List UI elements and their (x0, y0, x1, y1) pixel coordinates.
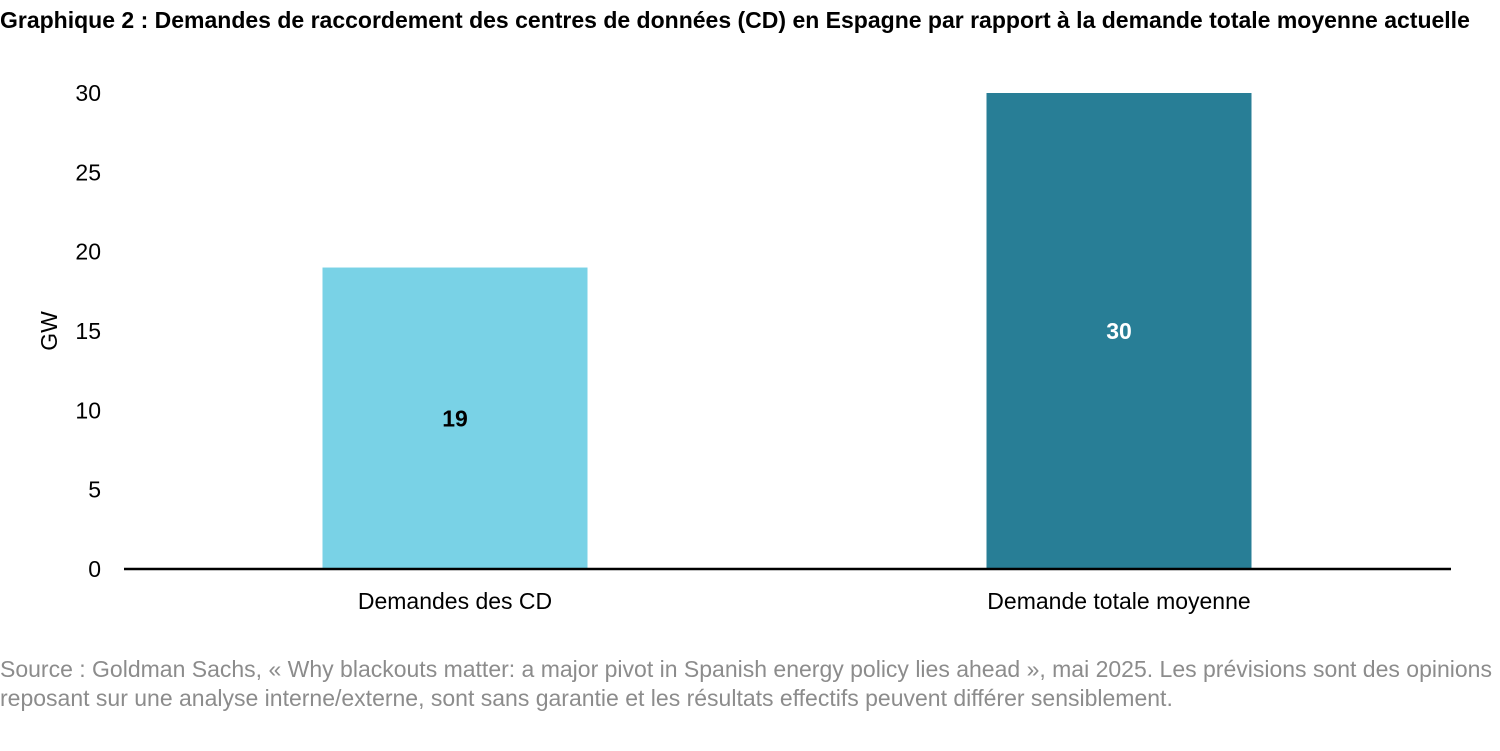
chart-title: Graphique 2 : Demandes de raccordement d… (0, 7, 1470, 33)
x-tick-label: Demandes des CD (358, 588, 552, 614)
y-axis-label: GW (36, 311, 62, 351)
y-tick-label: 5 (88, 477, 101, 503)
y-tick-label: 20 (75, 239, 101, 265)
y-tick-label: 0 (88, 556, 101, 582)
bar-data-label: 30 (1106, 318, 1132, 344)
bar (986, 93, 1252, 569)
bars (322, 93, 1252, 569)
y-axis-ticks: 0 5 10 15 20 25 30 (75, 80, 101, 582)
bar (322, 267, 588, 569)
source-note: Source : Goldman Sachs, « Why blackouts … (0, 656, 1492, 711)
y-tick-label: 10 (75, 397, 101, 423)
x-axis-ticks: Demandes des CD Demande totale moyenne (358, 588, 1251, 614)
bar-data-label: 19 (442, 405, 468, 431)
y-tick-label: 25 (75, 159, 101, 185)
y-tick-label: 15 (75, 318, 101, 344)
y-tick-label: 30 (75, 80, 101, 106)
x-tick-label: Demande totale moyenne (987, 588, 1250, 614)
